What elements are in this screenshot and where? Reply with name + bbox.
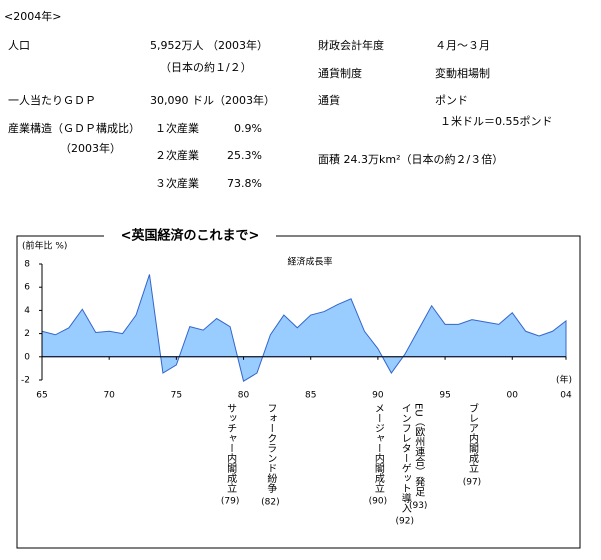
x-tick-label: 04 (560, 391, 572, 401)
note: １米ドル＝0.55ポンド (440, 115, 553, 128)
label: １次産業 (155, 121, 199, 135)
value: 30,090 ドル（2003年） (150, 93, 275, 107)
annotation: ブレア内閣成立 (466, 402, 478, 473)
area (41, 274, 567, 382)
note: （日本の約１/２） (160, 60, 252, 74)
info-title: <2004年> (4, 9, 61, 23)
x-tick-label: 90 (372, 391, 384, 401)
value: 変動相場制 (435, 66, 490, 80)
x-tick-label: 80 (238, 391, 250, 401)
annotation-year: (97) (463, 478, 481, 488)
y-tick-label: 0 (24, 352, 30, 362)
y-tick-label: 8 (24, 260, 30, 270)
title-bg (104, 228, 276, 244)
label: 産業構造（ＧＤＰ構成比） (8, 121, 140, 135)
y-tick-label: 2 (24, 329, 30, 339)
label: 一人当たりＧＤＰ (8, 93, 96, 107)
annotation-year: (79) (221, 497, 239, 507)
annotation: EU（欧州連合）発足 (413, 403, 425, 497)
annotation: フォークランド紛争 (265, 403, 277, 494)
value: 25.3% (227, 149, 262, 162)
x-tick-label: 85 (305, 391, 316, 401)
note: （2003年） (60, 141, 121, 155)
annotation: インフレターゲット導入 (399, 403, 411, 513)
y-tick-label: -2 (21, 376, 30, 386)
annotation-year: (82) (261, 497, 279, 507)
label: ２次産業 (155, 148, 199, 162)
y-axis-label: (前年比 %) (22, 240, 67, 252)
x-tick-label: 95 (439, 391, 450, 401)
x-tick-label: 65 (36, 391, 47, 401)
series-label: 経済成長率 (287, 256, 332, 268)
chart-title: <英国経済のこれまで> (121, 228, 260, 244)
label: 人口 (8, 39, 30, 52)
y-tick-label: 4 (24, 306, 30, 316)
annotation: メージャー内閣成立 (372, 403, 384, 493)
area: 面積 24.3万km²（日本の約２/３倍） (318, 152, 503, 166)
value: ポンド (435, 94, 468, 107)
label: 通貨 (318, 93, 340, 107)
annotation-year: (93) (409, 501, 427, 511)
chart-box (16, 235, 581, 549)
value: 73.8% (227, 177, 262, 190)
y-tick-label: 6 (24, 283, 30, 293)
x-tick-label: 70 (103, 391, 115, 401)
label: 通貨制度 (318, 66, 362, 80)
x-tick-label: 00 (507, 391, 519, 401)
label: ３次産業 (155, 176, 199, 190)
value: 5,952万人 （2003年） (150, 38, 268, 52)
label: 財政会計年度 (318, 38, 384, 52)
value: ４月～３月 (435, 39, 490, 52)
x-axis-label: (年) (556, 374, 572, 386)
value: 0.9% (234, 122, 262, 135)
annotation-year: (90) (369, 497, 387, 507)
annotation: サッチャー内閣成立 (225, 403, 237, 493)
x-tick-label: 75 (171, 391, 182, 401)
annotation-year: (92) (396, 517, 414, 527)
